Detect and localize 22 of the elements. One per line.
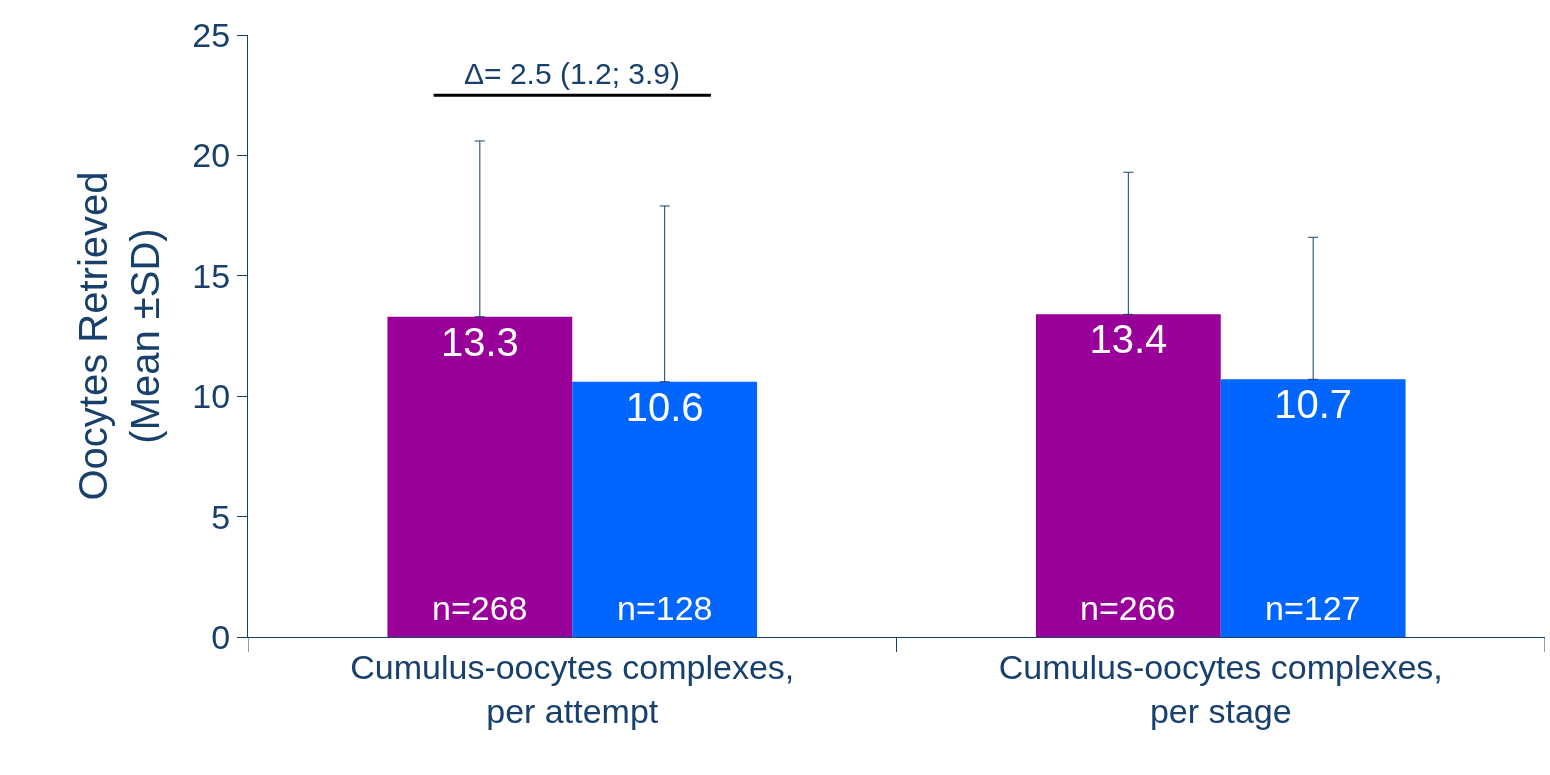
annotation: n=128	[617, 589, 713, 627]
data-label: 13.4	[1089, 317, 1168, 362]
data-label: 10.6	[625, 384, 704, 429]
bar	[572, 381, 758, 637]
y-tick-label: 0	[211, 617, 231, 656]
bar	[1220, 379, 1406, 637]
x-tick-label: Cumulus-oocytes complexes, per attempt	[350, 647, 795, 730]
annotation: n=268	[432, 589, 528, 627]
y-axis-title: Oocytes Retrieved (Mean ±SD)	[70, 171, 167, 501]
y-tick-label: 5	[211, 497, 231, 536]
y-tick-label: 20	[192, 136, 231, 175]
annotation: Δ= 2.5 (1.2; 3.9)	[464, 57, 680, 90]
data-label: 13.3	[440, 319, 519, 364]
y-tick-label: 10	[192, 377, 231, 416]
y-tick-label: 25	[192, 15, 231, 54]
y-tick-label: 15	[192, 256, 231, 295]
data-label: 10.7	[1274, 382, 1353, 427]
x-tick-label: Cumulus-oocytes complexes, per stage	[998, 647, 1443, 730]
bar	[387, 316, 573, 637]
bar	[1035, 314, 1221, 637]
annotation: n=127	[1265, 589, 1361, 627]
annotation: n=266	[1080, 589, 1176, 627]
